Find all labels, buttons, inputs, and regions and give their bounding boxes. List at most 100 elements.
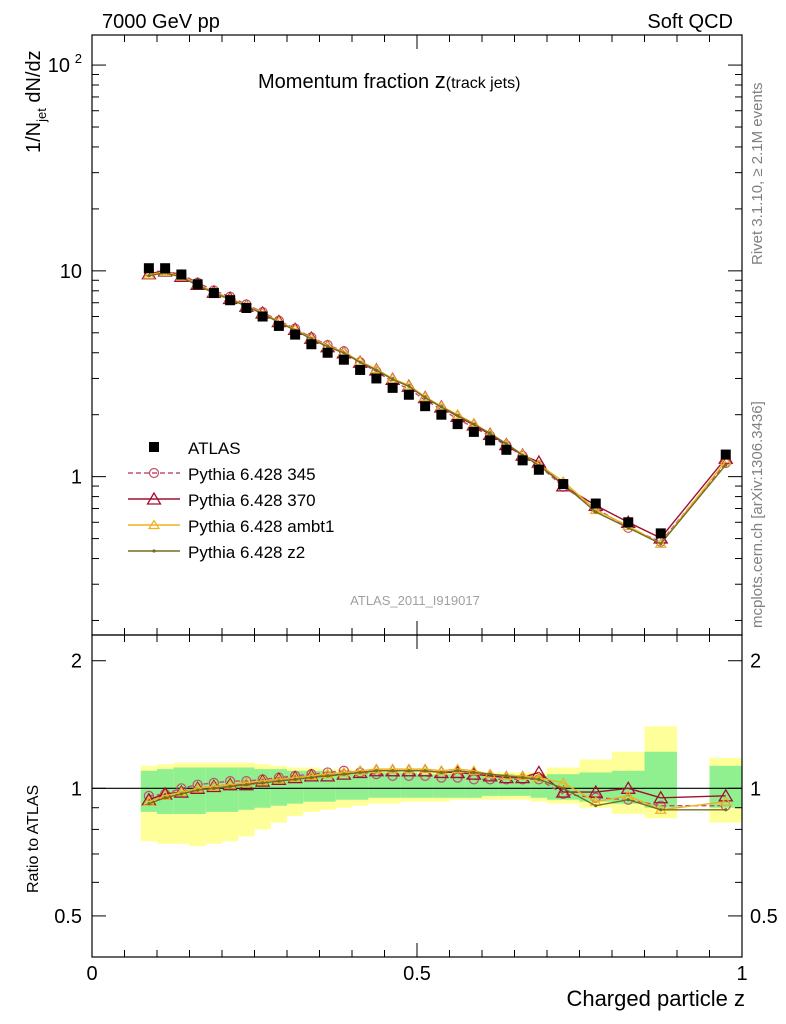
legend-item: Pythia 6.428 z2	[128, 543, 305, 562]
ratio-point	[272, 773, 285, 784]
band-inner-bin	[368, 772, 385, 798]
ratio-point	[516, 770, 529, 780]
data-point	[371, 373, 382, 384]
ratio-point	[407, 769, 411, 773]
legend-marker	[148, 467, 160, 479]
ratio-point	[305, 770, 318, 780]
x-axis-label: Charged particle z	[566, 986, 745, 1011]
data-point	[420, 401, 431, 412]
ratio-point	[175, 786, 188, 797]
ratio-point	[179, 792, 183, 796]
data-point	[338, 354, 349, 365]
legend-label: Pythia 6.428 370	[188, 491, 316, 510]
ratio-point	[358, 770, 362, 775]
ratio-point	[326, 774, 330, 778]
mc-point	[358, 360, 362, 364]
ratio-point	[261, 781, 265, 785]
data-point	[290, 329, 301, 340]
legend-label: Pythia 6.428 ambt1	[188, 517, 334, 536]
side-label-rivet: Rivet 3.1.10, ≥ 2.1M events	[749, 83, 766, 266]
ratio-tick-label-right: 0.5	[750, 906, 778, 928]
data-point	[403, 389, 414, 400]
mc-point	[504, 442, 508, 446]
ratio-point	[370, 763, 383, 774]
title-sub: (track jets)	[446, 75, 521, 92]
data-point	[355, 364, 366, 375]
ratio-point	[293, 777, 297, 781]
ratio-tick-label: 0.5	[54, 906, 82, 928]
ratio-point	[557, 777, 570, 787]
ratio-point	[256, 775, 269, 786]
data-point	[306, 339, 317, 350]
ratio-point	[277, 779, 281, 783]
mc-point	[659, 542, 663, 546]
ratio-point	[472, 770, 476, 775]
data-point	[176, 269, 187, 280]
ratio-point	[719, 796, 732, 806]
mc-point	[472, 422, 476, 426]
mc-point	[423, 396, 427, 400]
data-point	[273, 320, 284, 331]
ratio-point	[147, 802, 151, 806]
y-tick-exponent: 2	[75, 51, 82, 66]
ratio-point	[620, 781, 636, 794]
data-point	[436, 409, 447, 420]
ratio-point	[354, 765, 367, 775]
ratio-point	[386, 763, 399, 774]
data-point	[208, 288, 219, 299]
legend-label: Pythia 6.428 345	[188, 465, 316, 484]
ratio-series-3	[147, 769, 728, 812]
ratio-plot: 0.5 0.51 12 20 0.5 1	[54, 35, 778, 985]
ratio-point	[537, 777, 541, 781]
header-right: Soft QCD	[647, 11, 733, 33]
ratio-point	[391, 769, 395, 773]
data-point	[655, 528, 666, 539]
data-point	[387, 382, 398, 393]
ratio-point	[289, 771, 302, 782]
x-tick-label: 0	[86, 963, 97, 985]
title-main: Momentum fraction	[258, 71, 435, 93]
data-point	[517, 455, 528, 466]
analysis-watermark: ATLAS_2011_I919017	[350, 593, 480, 608]
data-point	[322, 347, 333, 358]
ratio-point	[449, 765, 466, 779]
ratio-point	[456, 769, 460, 773]
ratio-point	[163, 796, 167, 800]
ratio-point	[207, 780, 220, 791]
ratio-point	[488, 772, 492, 776]
title-var: z	[435, 68, 446, 93]
ratio-point	[555, 784, 571, 798]
ratio-point	[240, 777, 253, 787]
mc-point	[456, 413, 460, 418]
band-inner-bin	[173, 767, 190, 814]
mc-point	[439, 405, 443, 409]
ratio-point	[451, 763, 464, 774]
data-point	[501, 444, 512, 455]
main-ylabel: 1/Njet dN/dz	[23, 50, 49, 153]
data-point	[533, 464, 544, 475]
side-label-mcplots: mcplots.cern.ch [arXiv:1306.3436]	[749, 401, 766, 628]
y-tick-label: 10	[48, 55, 70, 77]
ratio-point	[435, 765, 448, 775]
mc-point	[407, 384, 411, 388]
ratio-point	[342, 772, 346, 776]
ratio-point	[402, 763, 415, 774]
ratio-point	[321, 768, 334, 779]
ratio-y-ticks: 0.5 0.5 1 1 2 2	[54, 651, 778, 958]
ratio-line	[148, 770, 726, 807]
data-point	[225, 295, 236, 306]
data-point	[623, 517, 634, 528]
legend-item: Pythia 6.428 ambt1	[128, 517, 334, 536]
legend-label: Pythia 6.428 z2	[188, 543, 305, 562]
data-point	[192, 279, 203, 290]
mc-point	[147, 274, 151, 278]
band-inner-bin	[644, 751, 677, 808]
ratio-point	[467, 765, 480, 775]
main-y-ticks: 1 10 10 2	[48, 51, 742, 621]
ylabel-sub: jet	[34, 108, 49, 123]
data-point	[452, 419, 463, 430]
ratio-point	[224, 779, 237, 789]
ratio-point	[228, 784, 232, 789]
y-tick-label: 10	[60, 261, 82, 283]
ratio-point	[504, 774, 508, 778]
